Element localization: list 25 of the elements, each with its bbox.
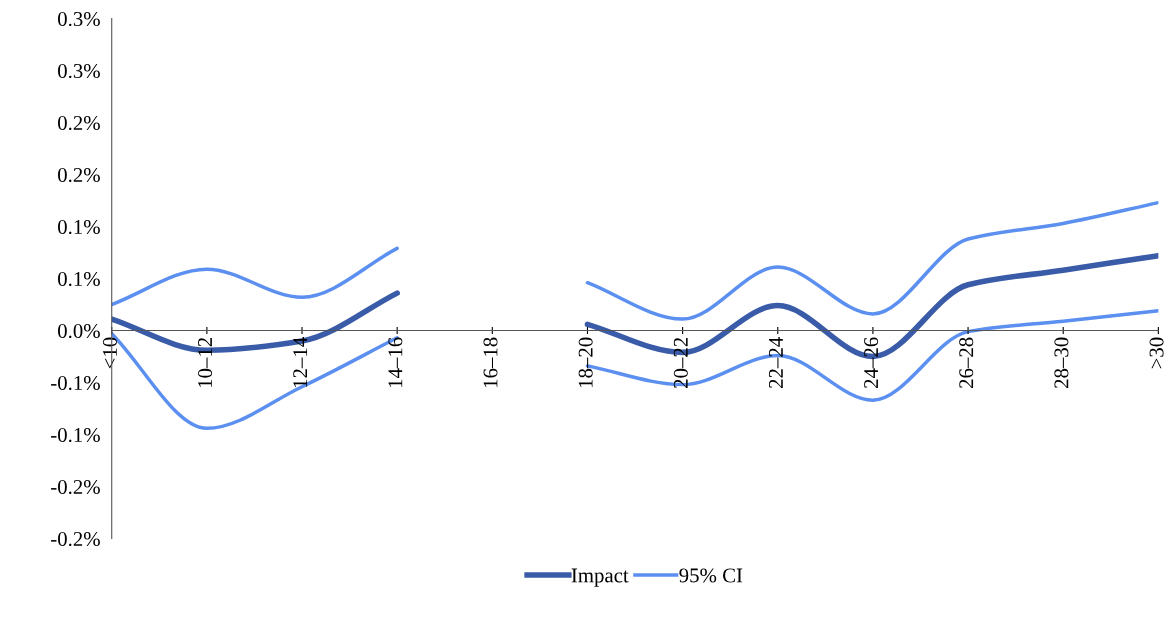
x-tick-label: >30 [1149, 337, 1164, 369]
y-tick-label: 0.2% [58, 167, 100, 183]
x-tick-label: 16–18 [483, 337, 498, 388]
legend-label: Impact [571, 568, 629, 587]
y-tick-label: 0.3% [58, 63, 100, 79]
y-tick-label: -0.2% [51, 479, 100, 495]
y-tick-label: 0.3% [58, 11, 100, 27]
x-tick-label: 20–22 [673, 337, 688, 388]
y-tick-label: 0.1% [58, 271, 100, 287]
x-tick-label: 28–30 [1054, 337, 1069, 388]
y-tick-label: 0.0% [58, 323, 100, 339]
y-tick-label: 0.1% [58, 219, 100, 235]
y-tick-label: -0.2% [51, 531, 100, 547]
x-tick-label: <10 [102, 337, 117, 369]
x-tick-label: 18–20 [578, 337, 593, 388]
x-tick-label: 24–26 [864, 337, 879, 388]
x-tick-label: 22–24 [768, 337, 783, 388]
y-tick-label: -0.1% [51, 427, 100, 443]
x-tick-label: 10–12 [198, 337, 213, 388]
x-tick-label: 12–14 [293, 337, 308, 388]
legend-label: 95% CI [679, 568, 743, 583]
y-tick-label: 0.2% [58, 115, 100, 131]
y-tick-label: -0.1% [51, 375, 100, 391]
x-tick-label: 14–16 [388, 337, 403, 388]
x-tick-label: 26–28 [959, 337, 974, 388]
